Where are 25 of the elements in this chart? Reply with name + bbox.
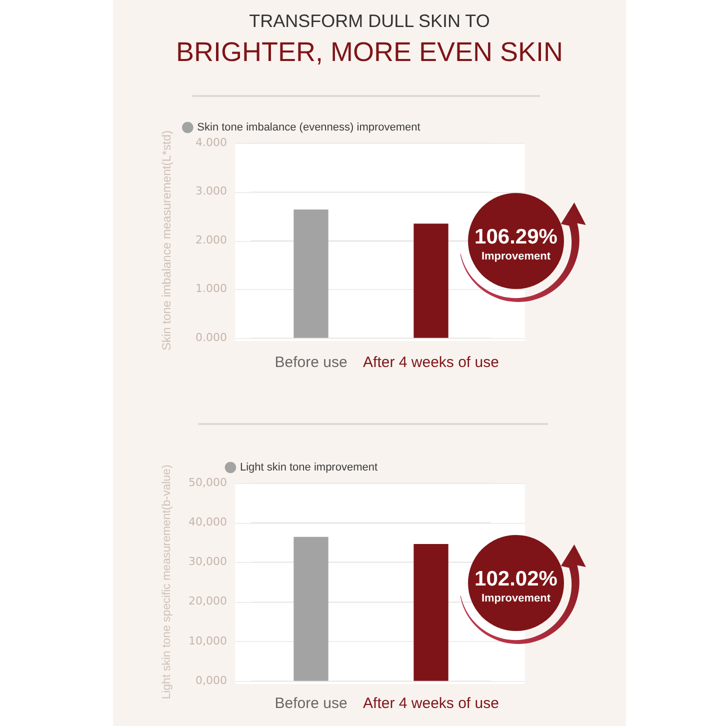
x-tick-label: After 4 weeks of use	[363, 695, 499, 712]
y-tick-label: 40,000	[188, 515, 227, 528]
chart-title: TRANSFORM DULL SKIN TO	[249, 11, 490, 31]
y-tick-label: 0.000	[196, 330, 227, 344]
x-tick-label: Before use	[274, 695, 348, 712]
y-tick-label: 50,000	[188, 476, 227, 489]
y-tick-label: 1.000	[196, 282, 227, 296]
y-tick-label: 4.000	[196, 136, 227, 149]
annotation: 106.29%	[474, 226, 558, 248]
legend-label: Skin tone imbalance (evenness) improvement	[197, 122, 420, 134]
annotation: Improvement	[481, 250, 551, 262]
x-tick-label: After 4 weeks of use	[363, 354, 499, 372]
y-tick-label: 0,000	[196, 674, 227, 687]
legend-label: Light skin tone improvement	[240, 462, 378, 474]
y-axis-title: Skin tone imbalance measurement(L*std)	[160, 130, 174, 351]
x-tick-label: Before use	[274, 354, 348, 372]
y-tick-label: 20,000	[188, 594, 227, 608]
chart-subtitle: BRIGHTER, MORE EVEN SKIN	[176, 37, 564, 67]
y-tick-label: 3.000	[196, 184, 227, 198]
annotation: 102.02%	[474, 568, 558, 590]
annotation: Improvement	[481, 592, 551, 604]
y-tick-label: 2.000	[196, 233, 227, 246]
y-axis-title: Light skin tone specific measurement(b-value)	[161, 464, 174, 700]
y-tick-label: 10,000	[188, 634, 227, 648]
y-tick-label: 30,000	[188, 555, 227, 568]
